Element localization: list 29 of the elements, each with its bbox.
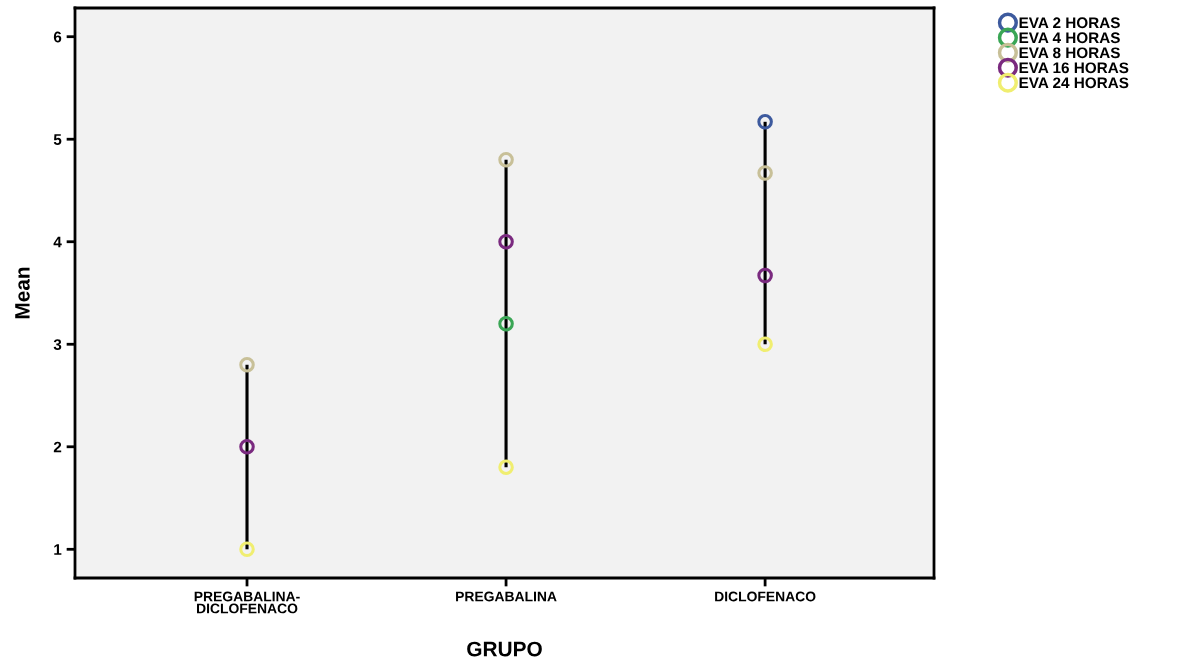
y-tick-label: 4 xyxy=(53,236,62,248)
y-tick-label: 2 xyxy=(53,441,62,453)
legend-label: EVA 8 HORAS xyxy=(1019,47,1120,59)
legend-label: EVA 4 HORAS xyxy=(1019,32,1120,44)
legend-label: EVA 16 HORAS xyxy=(1019,62,1129,74)
point xyxy=(239,439,255,455)
point xyxy=(498,233,514,250)
point xyxy=(757,114,773,130)
x-axis-title: GRUPO xyxy=(467,641,542,657)
point xyxy=(239,356,255,373)
y-tick-label: 3 xyxy=(53,339,62,350)
legend-label: EVA 2 HORAS xyxy=(1019,17,1120,29)
y-axis-title: Mean xyxy=(15,267,30,319)
legend-label: EVA 24 HORAS xyxy=(1019,77,1129,89)
bar xyxy=(245,364,249,550)
bar xyxy=(504,159,508,468)
x-tick-label: PREGABALINA xyxy=(456,591,557,602)
y-tick-label: 6 xyxy=(53,31,62,43)
point xyxy=(757,267,773,284)
y-tick-label: 1 xyxy=(54,544,62,555)
point xyxy=(757,165,773,181)
x-tick-label: PREGABALINA- DICLOFENACO xyxy=(194,591,300,614)
point xyxy=(498,151,514,168)
point xyxy=(498,315,514,332)
x-tick-label: DICLOFENACO xyxy=(715,591,816,602)
y-tick-label: 5 xyxy=(53,134,62,145)
point xyxy=(239,541,255,558)
point xyxy=(757,336,773,353)
point xyxy=(498,459,514,476)
